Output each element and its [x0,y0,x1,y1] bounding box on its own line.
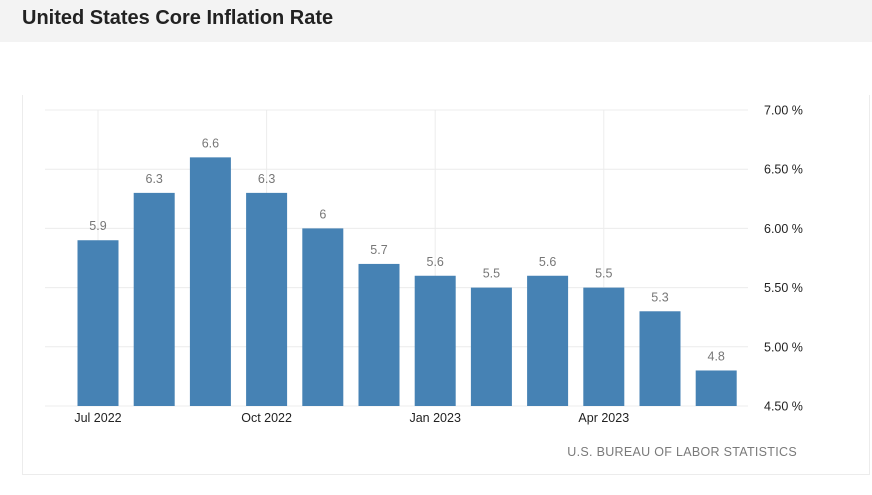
y-tick-label: 5.00 % [764,340,803,354]
bar-value-label: 5.3 [651,290,668,304]
bar [639,311,681,406]
bar-value-label: 6.3 [258,172,275,186]
bar [358,263,400,406]
bar [527,275,569,406]
page-header: United States Core Inflation Rate [0,0,872,42]
x-tick-label: Oct 2022 [241,411,292,425]
bar [583,287,625,406]
y-tick-label: 7.00 % [764,104,803,118]
x-tick-label: Jan 2023 [409,411,460,425]
bar-value-label: 5.5 [595,267,612,281]
bar [77,240,119,406]
bar [302,228,344,406]
y-tick-label: 6.50 % [764,163,803,177]
bar-value-label: 6.3 [146,172,163,186]
y-tick-label: 5.50 % [764,281,803,295]
page-title: United States Core Inflation Rate [22,7,334,29]
bar [470,287,512,406]
bar [695,370,737,406]
x-tick-label: Apr 2023 [578,411,629,425]
bar [246,192,288,406]
y-tick-label: 6.00 % [764,222,803,236]
bar [414,275,456,406]
bar-value-label: 5.9 [89,219,106,233]
source-label: U.S. BUREAU OF LABOR STATISTICS [567,445,797,459]
x-tick-label: Jul 2022 [74,411,121,425]
bar [189,157,231,406]
bar-value-label: 5.7 [370,243,387,257]
bar-value-label: 5.6 [539,255,556,269]
bar-value-label: 6.6 [202,136,219,150]
bar-value-label: 5.5 [483,267,500,281]
bar [133,192,175,406]
bar-value-label: 4.8 [708,349,725,363]
bar-value-label: 5.6 [427,255,444,269]
y-tick-label: 4.50 % [764,400,803,414]
bar-value-label: 6 [319,207,326,221]
chart-panel [22,95,870,475]
